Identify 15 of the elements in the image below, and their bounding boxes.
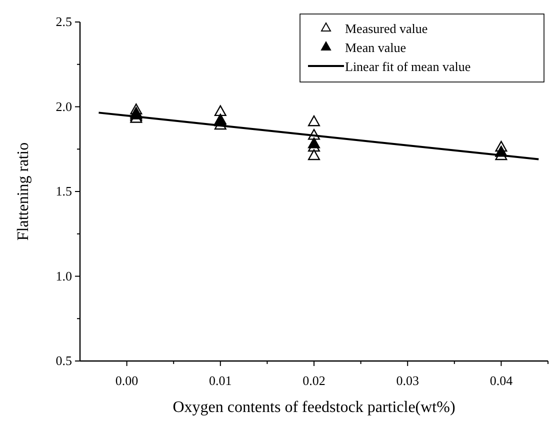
x-tick-label: 0.02: [302, 373, 326, 388]
x-tick-label: 0.00: [115, 373, 138, 388]
legend-label: Mean value: [345, 40, 406, 55]
y-tick-label: 1.0: [56, 268, 72, 284]
x-axis-title: Oxygen contents of feedstock particle(wt%): [172, 399, 456, 416]
y-tick-label: 1.5: [56, 184, 72, 198]
legend-label: Measured value: [345, 21, 428, 36]
legend-label: Linear fit of mean value: [345, 59, 471, 74]
x-tick-label: 0.04: [490, 373, 514, 388]
y-tick-label: 0.5: [56, 353, 72, 368]
y-tick-label: 2.0: [56, 98, 72, 114]
x-tick-label: 0.01: [209, 373, 232, 388]
y-tick-label: 2.5: [56, 14, 72, 29]
x-tick-label: 0.03: [396, 373, 419, 388]
y-axis-title: Flattening ratio: [15, 142, 32, 241]
